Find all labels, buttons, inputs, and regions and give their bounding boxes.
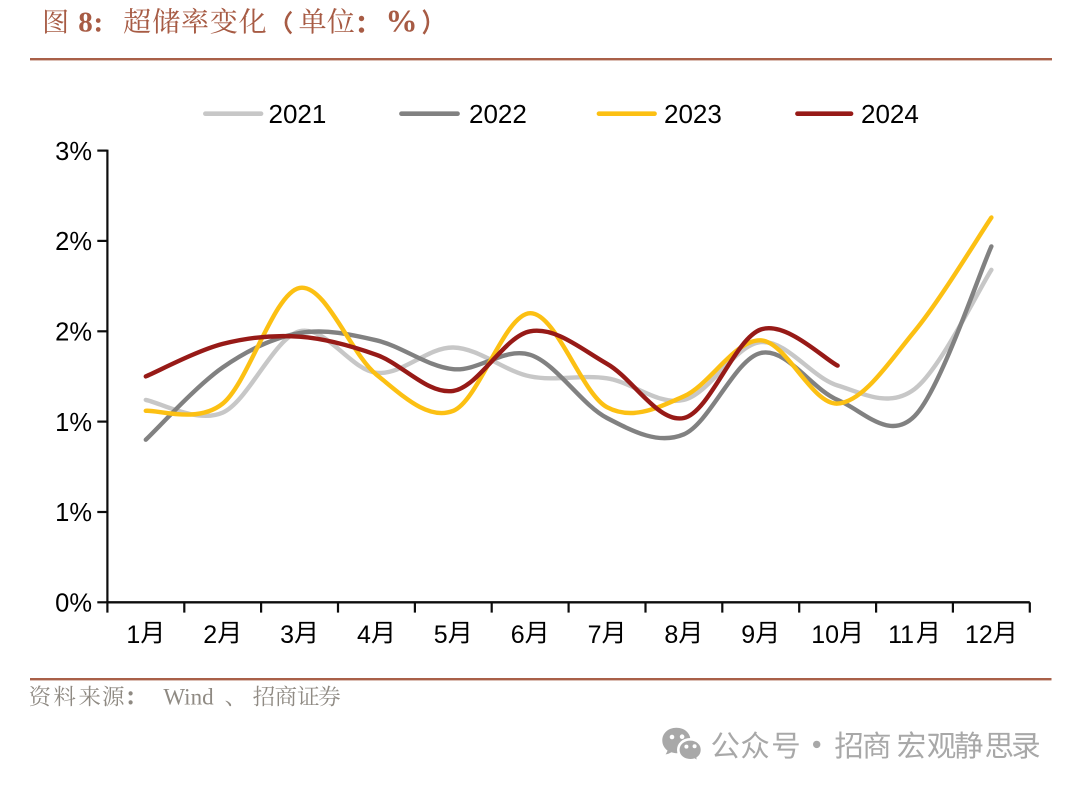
svg-text:1: 1: [126, 621, 140, 649]
svg-text:Wind: Wind: [163, 685, 214, 710]
svg-text::: :: [94, 7, 104, 39]
svg-text:3%: 3%: [55, 138, 92, 166]
svg-text:4: 4: [357, 621, 371, 649]
svg-text:6: 6: [511, 621, 525, 649]
svg-text:9: 9: [741, 621, 755, 649]
svg-text:%: %: [386, 3, 418, 39]
svg-text:3: 3: [280, 621, 294, 649]
svg-text:0%: 0%: [55, 590, 92, 618]
svg-text:2%: 2%: [55, 319, 92, 347]
svg-text:11: 11: [888, 621, 914, 649]
svg-text:5: 5: [434, 621, 448, 649]
svg-text:2023: 2023: [664, 99, 722, 129]
svg-text:1%: 1%: [55, 409, 92, 437]
svg-text:8: 8: [664, 621, 678, 649]
svg-text:2%: 2%: [55, 228, 92, 256]
svg-text:8: 8: [78, 7, 93, 39]
svg-text:2024: 2024: [861, 99, 919, 129]
svg-text:1%: 1%: [55, 499, 92, 527]
svg-text:2: 2: [203, 621, 217, 649]
svg-text:2022: 2022: [469, 99, 527, 129]
svg-text:7: 7: [588, 621, 602, 649]
svg-text:2021: 2021: [269, 99, 327, 129]
svg-text:10: 10: [811, 621, 839, 649]
svg-text:12: 12: [965, 621, 993, 649]
